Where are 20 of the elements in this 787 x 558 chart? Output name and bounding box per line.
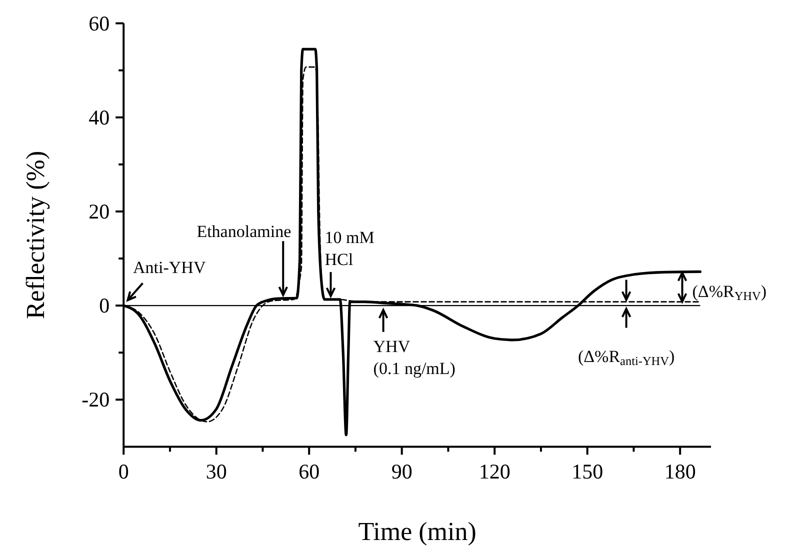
annotation: YHV (0.1 ng/mL) [373,337,456,378]
y-tick-label: 60 [88,11,110,36]
x-tick-label: 120 [478,460,510,484]
annotation: (Δ%R$_{YHV}$) [692,282,767,303]
x-tick-label: 0 [118,460,129,484]
x-tick-label: 60 [298,460,320,484]
y-tick-label: -20 [82,388,110,412]
y-tick-label: 40 [88,105,110,130]
annotation: (Δ%R$_{anti-YHV}$) [578,347,675,368]
y-tick-label: 20 [88,199,110,224]
y-tick-label: 0 [99,294,110,318]
x-tick-label: 180 [664,460,696,484]
y-axis-title: Reflectivity (%) [21,150,50,320]
x-axis-title: Time (min) [358,517,476,546]
x-tick-label: 90 [391,460,412,484]
annotation: 10 mM HCl [324,228,374,269]
annotation: Anti-YHV [133,258,206,277]
annotation: Ethanolamine [196,222,292,241]
x-tick-label: 30 [206,460,227,484]
x-tick-label: 150 [572,460,604,484]
